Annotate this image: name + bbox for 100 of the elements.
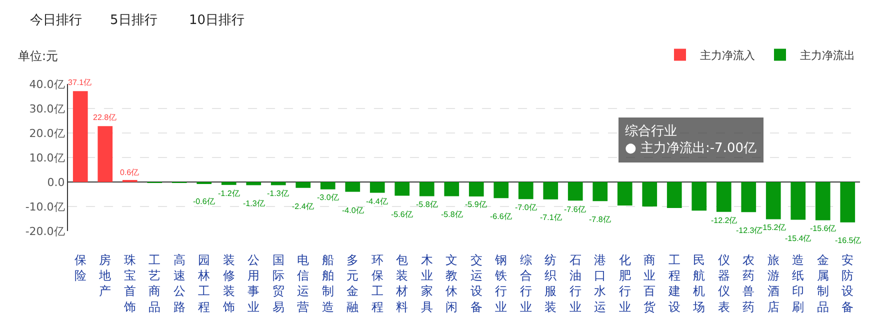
x-tick-label: 高速公路	[173, 253, 186, 314]
x-tick-label: 石油行业	[569, 253, 582, 314]
x-tick-label: 仪器仪表	[718, 253, 730, 314]
bar	[617, 182, 632, 206]
data-label: 22.8亿	[93, 113, 117, 122]
data-label: -5.8亿	[416, 200, 438, 209]
bar	[642, 182, 658, 206]
y-axis-title: 单位:元	[18, 49, 58, 63]
data-label: -12.3亿	[736, 226, 762, 235]
x-tick-label: 木业家具	[420, 253, 433, 314]
bar	[345, 182, 360, 192]
data-label: -7.1亿	[540, 213, 562, 222]
x-tick-label: 园林工程	[197, 253, 210, 314]
bar	[98, 126, 113, 182]
bar	[518, 182, 534, 200]
bar	[296, 182, 311, 188]
x-tick-label: 公用事业	[248, 253, 260, 314]
x-tick-label: 多元金融	[346, 253, 359, 314]
text: 今日排行	[30, 13, 82, 28]
x-tick-label: 金属制品	[816, 253, 829, 314]
data-label: -3.0亿	[317, 193, 339, 202]
bar	[741, 182, 756, 212]
x-tick-label: 纺织服装	[544, 253, 557, 314]
x-tick-label: 工艺商品	[148, 253, 161, 314]
x-tick-label: 保险	[74, 253, 86, 283]
x-tick-label: 文教休闲	[446, 253, 458, 314]
data-label: -15.6亿	[810, 224, 836, 233]
y-tick-label: -20.0亿	[25, 224, 65, 238]
bar	[592, 182, 608, 202]
data-label: -15.4亿	[785, 234, 812, 243]
data-label: -7.6亿	[564, 205, 586, 214]
bar	[815, 182, 830, 220]
data-label: -2.4亿	[292, 202, 314, 211]
data-label: 0.6亿	[120, 168, 140, 177]
data-label: -4.0亿	[342, 206, 364, 215]
data-label: -7.0亿	[515, 203, 537, 212]
bar	[666, 182, 682, 208]
bar	[766, 182, 781, 220]
bar	[790, 182, 806, 220]
bar	[270, 182, 286, 186]
data-label: -5.9亿	[465, 200, 487, 209]
data-label: 37.1亿	[68, 78, 92, 87]
data-label: -1.2亿	[218, 189, 240, 198]
x-tick-label: 化肥行业	[618, 253, 631, 314]
y-tick-label: 20.0亿	[29, 126, 65, 140]
data-label: -5.6亿	[391, 210, 413, 219]
data-label: -15.2亿	[760, 223, 786, 232]
y-tick-label: 40.0亿	[29, 78, 65, 91]
bar	[692, 182, 707, 211]
bar	[543, 182, 558, 200]
bar	[468, 182, 484, 196]
bar	[716, 182, 732, 212]
x-tick-label: 工程建设	[667, 253, 680, 314]
x-tick-label: 旅游酒店	[767, 253, 780, 314]
x-tick-label: 装修装饰	[222, 253, 235, 314]
x-tick-label: 安防设备	[842, 253, 854, 314]
bar	[72, 91, 88, 182]
text: 10日排行	[189, 13, 245, 28]
data-label: -12.2亿	[711, 216, 738, 225]
annotation: 综合行业 ● 主力净流出:-7.00亿	[625, 124, 756, 156]
bar	[394, 182, 410, 196]
x-tick-label: 环保工程	[371, 253, 384, 314]
x-tick-label: 钢铁行业	[494, 253, 508, 314]
x-tick-label: 民航机场	[692, 253, 706, 314]
x-tick-label: 农药兽药	[742, 253, 755, 314]
data-label: -1.3亿	[267, 189, 289, 198]
x-tick-label: 交运设备	[470, 253, 482, 314]
x-tick-label: 珠宝首饰	[122, 253, 136, 314]
bar	[419, 182, 434, 196]
bar	[444, 182, 460, 196]
x-tick-label: 船舶制造	[322, 253, 334, 314]
data-label: -5.8亿	[441, 210, 463, 219]
x-tick-label: 电信运营	[297, 253, 310, 314]
data-label: -7.8亿	[589, 215, 611, 224]
x-tick-label: 造纸印刷	[792, 253, 804, 314]
bar	[221, 182, 236, 185]
bar	[246, 182, 262, 186]
x-tick-label: 房地产	[98, 253, 112, 298]
data-label: -6.6亿	[490, 212, 512, 221]
x-tick-label: 港口水运	[594, 253, 606, 314]
text: 5日排行	[110, 13, 158, 28]
bar	[320, 182, 336, 190]
data-label: -16.5亿	[835, 236, 862, 245]
y-tick-label: 10.0亿	[29, 151, 65, 164]
data-label: -1.3亿	[243, 199, 265, 208]
bar	[494, 182, 509, 198]
y-tick-label: 30.0亿	[29, 102, 65, 116]
data-label: -4.4亿	[366, 197, 388, 206]
x-tick-label: 国际贸易	[272, 253, 284, 314]
x-tick-label: 综合行业	[520, 253, 532, 314]
bar	[840, 182, 856, 222]
y-tick-label: 0.0	[47, 176, 65, 189]
bar	[568, 182, 583, 201]
y-tick-label: -10.0亿	[25, 200, 65, 214]
x-tick-label: 商业百货	[644, 253, 656, 314]
bar	[370, 182, 385, 193]
legend-label: 主力净流出	[800, 49, 855, 62]
legend-label: 主力净流入	[700, 49, 755, 62]
x-tick-label: 包装材料	[395, 253, 408, 314]
data-label: -0.6亿	[193, 197, 215, 206]
